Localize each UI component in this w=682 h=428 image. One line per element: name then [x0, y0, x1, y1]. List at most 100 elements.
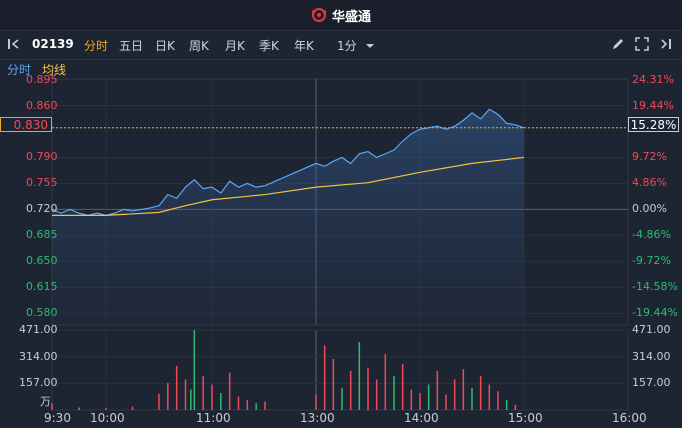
stock-code: 02139: [32, 37, 74, 51]
volume-bar: [384, 353, 387, 410]
price-tick-label: 0.720: [26, 202, 58, 216]
pct-tick-label: 9.72%: [632, 150, 667, 164]
series-average-line: [52, 156, 525, 216]
volume-bar: [445, 394, 447, 410]
volume-tick-label: 314.00: [19, 349, 58, 363]
volume-bar: [255, 403, 257, 410]
fullscreen-icon[interactable]: [634, 36, 650, 52]
volume-bar: [332, 359, 335, 410]
volume-bar: [51, 403, 53, 410]
tab-five-day[interactable]: 五日: [119, 39, 144, 53]
volume-bar: [349, 370, 352, 410]
volume-bar: [220, 393, 222, 410]
volume-bar: [228, 372, 231, 410]
price-tick-label: 0.860: [26, 98, 58, 112]
volume-tick-label: 157.00: [19, 376, 58, 390]
price-tick-label: 0.580: [26, 306, 58, 320]
volume-bar: [315, 394, 317, 410]
pct-tick-label: 0.00%: [632, 202, 667, 216]
expand-panel-icon[interactable]: [658, 36, 674, 52]
tab-daily-k[interactable]: 日K: [155, 39, 175, 53]
price-tick-label: 0.615: [26, 280, 58, 294]
time-tick-label: 14:00: [404, 411, 439, 425]
volume-bar: [367, 367, 369, 410]
draw-pencil-icon[interactable]: [610, 36, 626, 52]
price-area: [52, 109, 524, 326]
volume-bar: [341, 387, 343, 410]
brand-name: 华盛通: [332, 9, 372, 25]
interval-select[interactable]: 1分: [337, 39, 357, 53]
time-tick-label: 13:00: [300, 411, 335, 425]
pct-tick-label: 19.44%: [632, 98, 674, 112]
volume-bar: [462, 369, 465, 410]
tab-weekly-k[interactable]: 周K: [189, 39, 209, 53]
current-change-box: 15.28%: [628, 117, 679, 132]
volume-tick-label: 471.00: [19, 323, 58, 336]
volume-bar: [158, 393, 160, 410]
volume-bar: [358, 342, 361, 410]
current-price-box: 0.830: [0, 117, 52, 132]
chart-legend: 分时 均线: [0, 59, 682, 79]
volume-bar: [401, 364, 404, 410]
legend-average: 均线: [42, 63, 67, 77]
tab-monthly-k[interactable]: 月K: [225, 39, 245, 53]
tab-yearly-k[interactable]: 年K: [294, 39, 314, 53]
pct-tick-label: -19.44%: [632, 306, 678, 320]
volume-bar: [505, 399, 508, 410]
volume-bar: [436, 370, 439, 410]
price-tick-label: 0.755: [26, 176, 58, 190]
legend-intraday: 分时: [7, 63, 32, 77]
brand: 华盛通: [310, 6, 372, 25]
chevron-down-icon[interactable]: [362, 38, 378, 54]
volume-bar: [131, 406, 134, 410]
volume-bar: [193, 330, 196, 410]
pct-tick-label: 24.31%: [632, 72, 674, 86]
time-tick-label: 15:00: [508, 411, 543, 425]
pct-tick-label: -14.58%: [632, 280, 678, 294]
brand-logo-icon: [311, 8, 327, 22]
volume-bar: [479, 376, 482, 410]
price-tick-label: 0.650: [26, 254, 58, 268]
volume-bar: [393, 376, 395, 410]
volume-bar: [488, 384, 491, 410]
top-bar: 华盛通: [0, 0, 682, 31]
volume-bar: [497, 391, 499, 410]
volume-bar: [514, 404, 517, 410]
volume-bar: [323, 345, 326, 410]
volume-bar: [375, 379, 378, 410]
volume-bar: [264, 401, 266, 410]
price-tick-label: 0.895: [26, 72, 58, 86]
volume-bar: [410, 389, 413, 410]
volume-bar: [211, 384, 213, 410]
pct-tick-label: 4.86%: [632, 176, 667, 190]
time-tick-label: 9:30: [44, 411, 71, 425]
volume-bar: [167, 382, 169, 410]
volume-bar: [202, 376, 204, 410]
price-tick-label: 0.685: [26, 228, 58, 242]
volume-bar: [471, 387, 473, 410]
volume-tick-label-right: 471.00: [632, 323, 671, 336]
volume-bar: [105, 407, 107, 410]
volume-bar: [419, 393, 421, 410]
time-tick-label: 11:00: [196, 411, 231, 425]
volume-tick-label-right: 314.00: [632, 349, 671, 363]
time-tick-label: 16:00: [612, 411, 647, 425]
volume-unit-label: 万: [40, 395, 51, 408]
tab-quarterly-k[interactable]: 季K: [259, 39, 279, 53]
collapse-sidebar-icon[interactable]: [6, 36, 22, 52]
time-tick-label: 10:00: [90, 411, 125, 425]
pct-tick-label: -4.86%: [632, 228, 671, 242]
volume-bar: [190, 389, 192, 410]
volume-bar: [453, 379, 456, 410]
volume-bar: [78, 407, 80, 410]
volume-bar: [427, 384, 430, 410]
tab-intraday[interactable]: 分时: [84, 39, 109, 53]
volume-bar: [246, 399, 249, 410]
volume-panel: [51, 329, 629, 411]
volume-bar: [175, 365, 178, 410]
volume-tick-label-right: 157.00: [632, 376, 671, 390]
toolbar: 02139 分时 五日 日K 周K 月K 季K 年K 1分: [0, 31, 682, 60]
pct-tick-label: -9.72%: [632, 254, 671, 268]
price-tick-label: 0.790: [26, 150, 58, 164]
